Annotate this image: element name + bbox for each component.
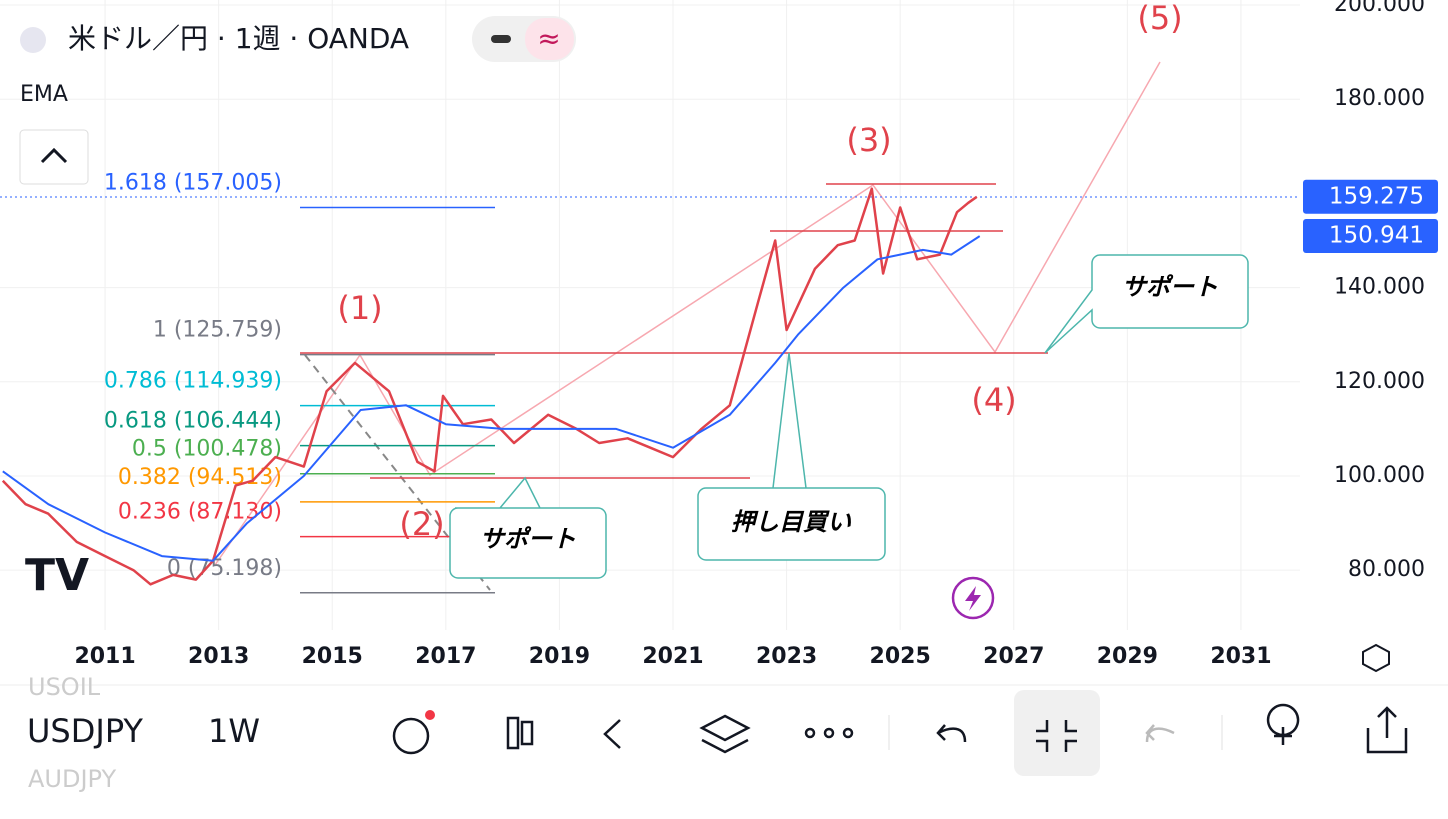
- y-tick-label: 200.000: [1334, 0, 1425, 17]
- more-icon: [842, 727, 854, 739]
- x-tick-label: 2011: [74, 644, 135, 669]
- wave-label: (2): [399, 505, 444, 543]
- flag-icon: [20, 27, 46, 53]
- layers-icon: [701, 738, 749, 754]
- indicator-label: EMA: [20, 82, 68, 107]
- x-tick-label: 2027: [983, 644, 1044, 669]
- wave-label: (4): [971, 381, 1016, 419]
- price-tag: [1303, 179, 1438, 214]
- fullscreen-icon: [1036, 720, 1077, 752]
- chart-type-button[interactable]: [506, 716, 520, 750]
- settings-button[interactable]: [1362, 643, 1390, 673]
- x-tick-label: 2031: [1210, 644, 1271, 669]
- x-tick-label: 2019: [529, 644, 590, 669]
- fib-trend: [304, 354, 491, 591]
- price-tag-label: 159.275: [1329, 183, 1424, 209]
- wave-line: [214, 61, 1161, 566]
- series-line: [2, 235, 981, 562]
- status-icon: [525, 18, 574, 60]
- add-button[interactable]: [1266, 703, 1300, 745]
- fib-label: 0.5 (100.478): [132, 437, 282, 462]
- wave-label: (5): [1137, 0, 1182, 37]
- x-tick-label: 2023: [756, 644, 817, 669]
- layers-button[interactable]: [699, 714, 751, 742]
- y-tick-label: 100.000: [1334, 463, 1425, 488]
- annotation: サポート: [480, 525, 576, 553]
- status-icon: ≈: [537, 22, 560, 55]
- share-button[interactable]: [1366, 706, 1408, 754]
- ghost-symbol: AUDJPY: [28, 765, 116, 793]
- ghost-symbol: USOIL: [28, 673, 101, 701]
- replay-button[interactable]: [603, 719, 621, 749]
- fib-label: 1 (125.759): [153, 318, 282, 343]
- logo: TV: [25, 550, 89, 601]
- x-tick-label: 2015: [302, 644, 363, 669]
- x-tick-label: 2021: [642, 644, 703, 669]
- annotation: サポート: [1122, 273, 1218, 301]
- interval-button[interactable]: 1W: [208, 712, 260, 750]
- price-tag: [1303, 219, 1438, 254]
- wave-label: (1): [337, 289, 382, 327]
- x-tick-label: 2025: [870, 644, 931, 669]
- chart-type-icon: [520, 720, 534, 746]
- more-icon: [823, 727, 835, 739]
- x-tick-label: 2013: [188, 644, 249, 669]
- undo-button[interactable]: [936, 724, 967, 743]
- fullscreen-button[interactable]: [1014, 690, 1100, 776]
- price-tag-label: 150.941: [1329, 223, 1424, 249]
- callout-box: [697, 352, 886, 561]
- y-tick-label: 140.000: [1334, 275, 1425, 300]
- callout-box: [449, 476, 607, 579]
- alert-dot: [425, 710, 435, 720]
- series-line: [1, 187, 978, 586]
- fib-label: 0.786 (114.939): [104, 369, 282, 394]
- flash-button[interactable]: [951, 576, 995, 620]
- x-tick-label: 2029: [1097, 644, 1158, 669]
- alert-button[interactable]: [392, 717, 430, 755]
- chevron: [40, 147, 68, 164]
- y-tick-label: 180.000: [1334, 86, 1425, 111]
- symbol-mask: [0, 700, 180, 766]
- x-tick-label: 2017: [415, 644, 476, 669]
- symbol-title: 米ドル／円 · 1週 · OANDA: [68, 22, 409, 55]
- symbol-button[interactable]: USDJPY: [27, 712, 143, 750]
- fib-label: 1.618 (157.005): [104, 170, 282, 195]
- wave-label: (3): [846, 121, 891, 159]
- collapse-button[interactable]: [19, 129, 89, 185]
- fib-label: 0.618 (106.444): [104, 409, 282, 434]
- fib-label: 0.236 (87.130): [118, 500, 282, 525]
- redo-button[interactable]: [1145, 724, 1175, 743]
- annotation: 押し目買い: [731, 508, 852, 536]
- y-tick-label: 80.000: [1348, 557, 1425, 582]
- y-tick-label: 120.000: [1334, 369, 1425, 394]
- status-icon: [491, 35, 511, 43]
- flash-icon: [965, 586, 981, 611]
- callout-box: [1044, 254, 1249, 354]
- more-button[interactable]: [804, 727, 816, 739]
